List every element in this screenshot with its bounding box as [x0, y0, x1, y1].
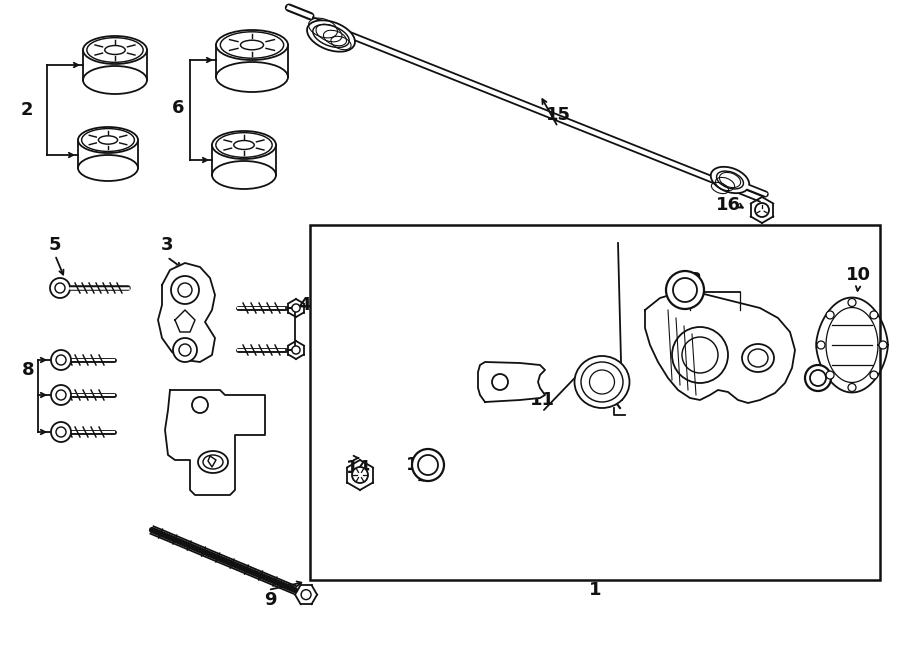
Ellipse shape [307, 20, 355, 52]
Polygon shape [816, 297, 888, 393]
Text: 16: 16 [716, 196, 741, 214]
Ellipse shape [748, 349, 768, 367]
Circle shape [302, 590, 311, 600]
Circle shape [179, 344, 191, 356]
Circle shape [848, 299, 856, 307]
Text: 13: 13 [406, 456, 430, 474]
Ellipse shape [412, 449, 444, 481]
Circle shape [826, 311, 834, 319]
Circle shape [56, 427, 66, 437]
Text: 15: 15 [545, 106, 571, 124]
Ellipse shape [212, 131, 276, 159]
Text: 1: 1 [589, 581, 601, 599]
Text: 4: 4 [298, 296, 310, 314]
Ellipse shape [581, 362, 623, 402]
Ellipse shape [742, 344, 774, 372]
Ellipse shape [418, 455, 438, 475]
Ellipse shape [203, 455, 223, 469]
Text: 3: 3 [161, 236, 173, 254]
Polygon shape [216, 45, 288, 77]
Ellipse shape [810, 370, 826, 386]
Ellipse shape [83, 66, 147, 94]
Text: 12: 12 [678, 271, 703, 289]
Text: 14: 14 [346, 459, 371, 477]
Circle shape [870, 311, 878, 319]
Circle shape [56, 355, 66, 365]
Text: 11: 11 [529, 391, 554, 409]
Polygon shape [78, 140, 138, 168]
Circle shape [848, 383, 856, 391]
Ellipse shape [83, 36, 147, 64]
Polygon shape [478, 362, 545, 402]
Ellipse shape [78, 127, 138, 153]
Ellipse shape [574, 356, 629, 408]
Circle shape [192, 397, 208, 413]
Ellipse shape [673, 278, 697, 302]
Circle shape [51, 350, 71, 370]
Ellipse shape [198, 451, 228, 473]
Circle shape [817, 341, 825, 349]
Text: 6: 6 [172, 99, 184, 117]
Circle shape [173, 338, 197, 362]
Circle shape [879, 341, 887, 349]
Polygon shape [83, 50, 147, 80]
Text: 7: 7 [182, 406, 194, 424]
Circle shape [178, 283, 192, 297]
Text: 10: 10 [845, 266, 870, 284]
Text: 5: 5 [49, 236, 61, 254]
Circle shape [682, 337, 718, 373]
Ellipse shape [805, 365, 831, 391]
Text: 9: 9 [264, 591, 276, 609]
Ellipse shape [216, 30, 288, 60]
Circle shape [755, 203, 769, 217]
Text: 8: 8 [22, 361, 34, 379]
Ellipse shape [212, 161, 276, 189]
Ellipse shape [216, 62, 288, 92]
Circle shape [50, 278, 70, 298]
Bar [310, 225, 880, 580]
Circle shape [56, 390, 66, 400]
Polygon shape [165, 390, 265, 495]
Circle shape [492, 374, 508, 390]
Circle shape [51, 385, 71, 405]
Polygon shape [212, 145, 276, 175]
Ellipse shape [78, 155, 138, 181]
Circle shape [292, 304, 300, 312]
Ellipse shape [590, 370, 615, 394]
Circle shape [171, 276, 199, 304]
Ellipse shape [711, 167, 749, 193]
Circle shape [672, 327, 728, 383]
Circle shape [292, 346, 300, 354]
Polygon shape [158, 263, 215, 362]
Circle shape [51, 422, 71, 442]
Circle shape [826, 371, 834, 379]
Circle shape [352, 467, 368, 483]
Polygon shape [645, 292, 795, 403]
Circle shape [870, 371, 878, 379]
Circle shape [55, 283, 65, 293]
Ellipse shape [666, 271, 704, 309]
Text: 2: 2 [21, 101, 33, 119]
